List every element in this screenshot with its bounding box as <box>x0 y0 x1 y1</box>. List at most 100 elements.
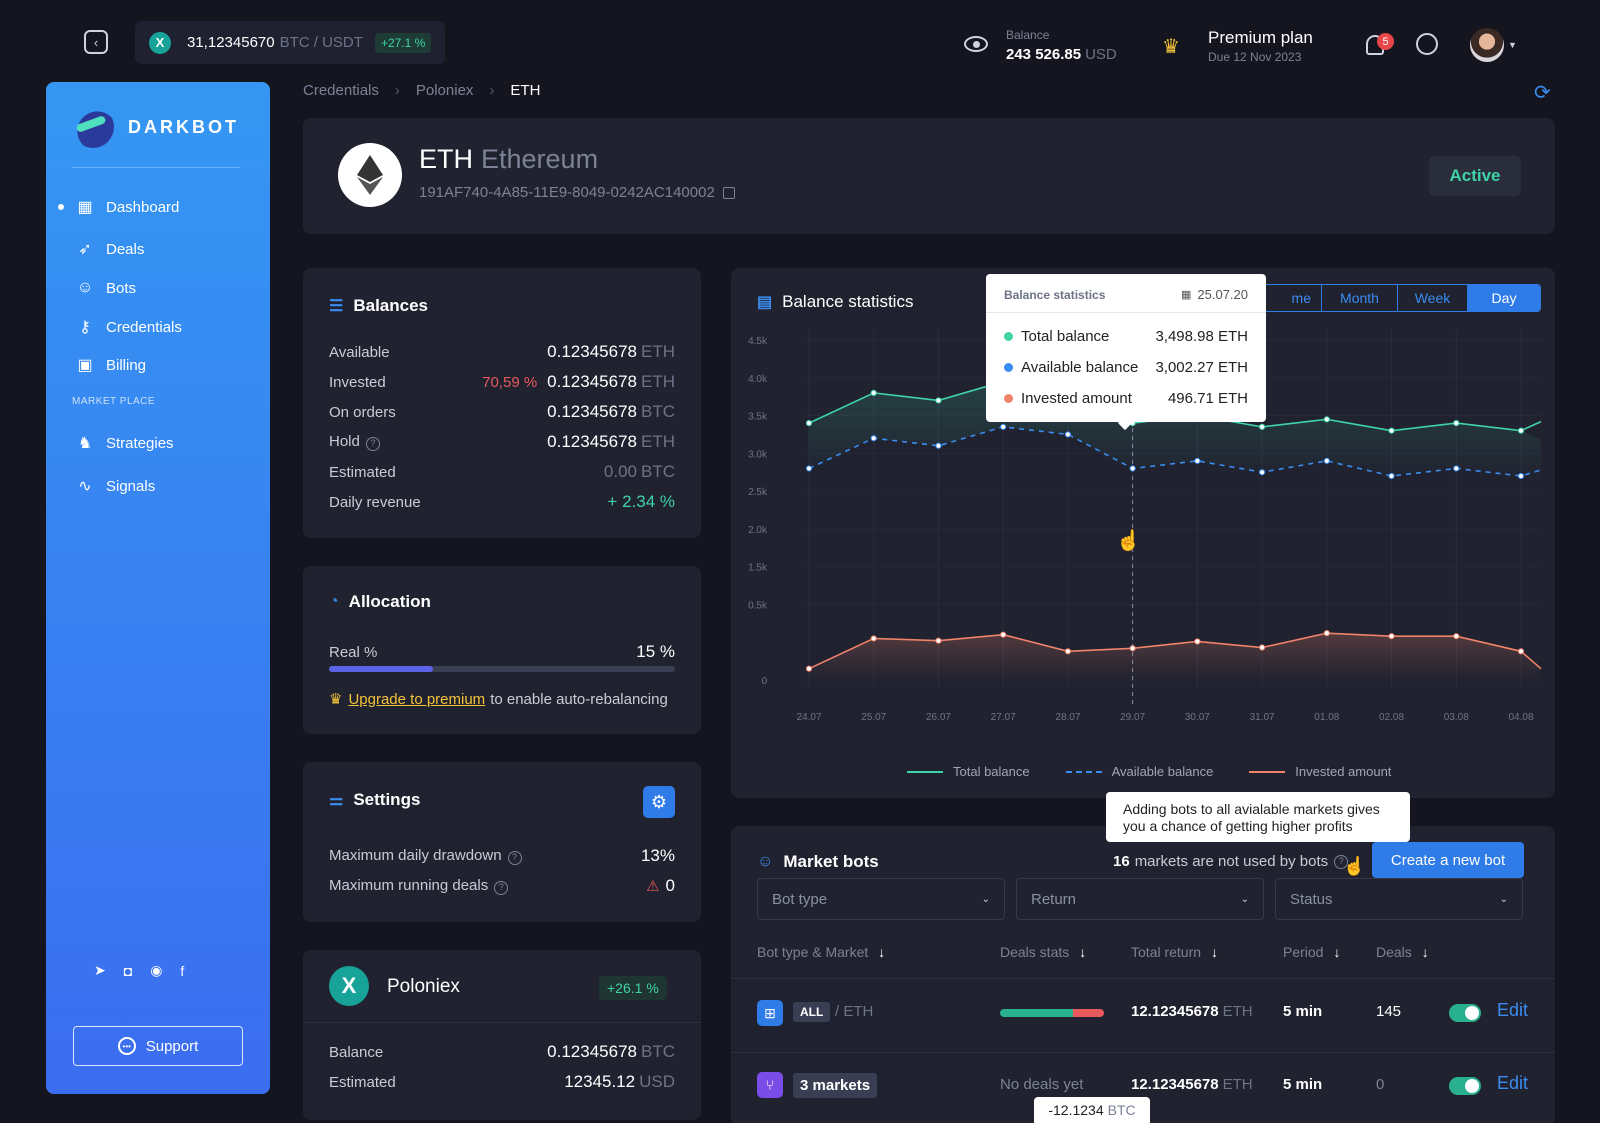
bot-toggle[interactable] <box>1449 1077 1481 1095</box>
create-bot-button[interactable]: Create a new bot <box>1372 842 1524 878</box>
rocket-planet-icon <box>72 106 114 148</box>
help-icon[interactable]: ? <box>494 881 509 895</box>
upgrade-text: to enable auto-rebalancing <box>490 690 668 708</box>
key-icon: ⚷ <box>79 319 91 336</box>
column-header-period[interactable]: Period ↓ <box>1283 944 1340 960</box>
coin-id-row: 191AF740-4A85-11E9-8049-0242AC140002 <box>419 184 735 201</box>
sidebar-item-bots[interactable]: ☺ Bots <box>74 277 136 299</box>
avatar[interactable] <box>1470 28 1504 62</box>
exchange-card: X Poloniex +26.1 % Balance 0.12345678 BTC… <box>303 950 701 1120</box>
tooltip-label: Total balance <box>1021 328 1110 345</box>
return-unit: ETH <box>1222 1003 1253 1020</box>
copy-icon[interactable] <box>722 186 735 199</box>
settings-gear-button[interactable]: ⚙ <box>643 786 675 818</box>
ticker-pair: BTC / USDT <box>279 34 363 51</box>
data-point <box>1388 472 1395 480</box>
sidebar-item-label: Bots <box>106 279 137 297</box>
search-icon[interactable] <box>1416 33 1438 55</box>
sidebar-item-deals[interactable]: ➶ Deals <box>74 238 144 260</box>
eye-icon[interactable] <box>964 36 988 52</box>
help-icon[interactable]: ? <box>1334 854 1349 869</box>
sidebar-item-strategies[interactable]: ♞ Strategies <box>74 432 174 454</box>
table-row[interactable]: ⑂ 3 markets No deals yet 12.12345678 ETH… <box>731 1062 1555 1108</box>
avatar-chevron-down-icon[interactable]: ▼ <box>1508 40 1517 50</box>
tab-day[interactable]: Day <box>1468 285 1540 311</box>
data-point <box>1517 648 1525 655</box>
balance-statistics-card: ▤ Balance statistics me Month Week Day 4.… <box>731 268 1555 798</box>
column-label: Period <box>1283 944 1324 960</box>
github-icon[interactable]: ◉ <box>150 962 163 978</box>
y-tick-label: 1.5k <box>748 563 768 574</box>
brand-logo[interactable]: DARKBOT <box>72 106 239 148</box>
sidebar-item-billing[interactable]: ▣ Billing <box>74 354 146 376</box>
sidebar-item-credentials[interactable]: ⚷ Credentials <box>74 316 182 338</box>
ticker-amount: 31,12345670 <box>187 34 275 51</box>
legend-dot <box>1004 363 1013 372</box>
x-tick-label: 30.07 <box>1185 712 1210 723</box>
row-label: Maximum daily drawdown <box>329 847 502 864</box>
chart-icon: ▤ <box>757 294 773 311</box>
sidebar-item-dashboard[interactable]: ▦ Dashboard <box>74 196 179 218</box>
help-icon[interactable]: ? <box>507 851 522 865</box>
grid-icon: ▦ <box>77 199 93 216</box>
column-header-bot-type[interactable]: Bot type & Market ↓ <box>757 944 885 960</box>
sort-arrow-icon: ↓ <box>1079 944 1087 960</box>
data-point <box>1194 638 1201 645</box>
bot-toggle[interactable] <box>1449 1004 1481 1022</box>
help-icon[interactable]: ? <box>365 437 380 451</box>
legend-item[interactable]: Invested amount <box>1249 764 1391 779</box>
data-point <box>1388 633 1395 640</box>
edit-link[interactable]: Edit <box>1497 1073 1529 1093</box>
legend-item[interactable]: Available balance <box>1065 764 1214 779</box>
ticker-widget[interactable]: X 31,12345670 BTC / USDT +27.1 % <box>135 21 445 64</box>
data-point <box>935 442 942 449</box>
row-value: 0.12345678 <box>547 342 637 361</box>
status-badge[interactable]: Active <box>1429 156 1521 196</box>
return-filter[interactable]: Return ⌄ <box>1016 878 1264 920</box>
row-unit: ETH <box>641 372 675 391</box>
collapse-sidebar-button[interactable]: ‹ <box>84 30 108 54</box>
table-row[interactable]: ⊞ ALL / ETH 12.12345678 ETH 5 min 145 Ed… <box>731 990 1555 1036</box>
tab-month[interactable]: Month <box>1322 285 1398 311</box>
plan-name[interactable]: Premium plan <box>1208 28 1313 47</box>
x-tick-label: 31.07 <box>1250 712 1275 723</box>
x-tick-label: 01.08 <box>1314 712 1339 723</box>
legend-label: Available balance <box>1111 764 1214 779</box>
facebook-icon[interactable]: f <box>180 962 185 979</box>
edit-link[interactable]: Edit <box>1497 1000 1529 1020</box>
card-title: ⚌ Settings <box>329 790 420 810</box>
balance-row-on-orders: On orders 0.12345678 BTC <box>329 402 675 422</box>
sidebar-item-signals[interactable]: ∿ Signals <box>74 475 155 497</box>
legend-swatch <box>907 770 943 773</box>
sidebar: DARKBOT ▦ Dashboard ➶ Deals ☺ Bots ⚷ Credent… <box>46 82 270 1094</box>
status-filter[interactable]: Status ⌄ <box>1275 878 1523 920</box>
data-point <box>935 637 942 644</box>
row-label: Estimated <box>329 463 396 481</box>
tab-time[interactable]: me <box>1256 285 1322 311</box>
tooltip-value: 3,498.98 ETH <box>1155 328 1248 345</box>
chevron-right-icon: › <box>394 82 400 99</box>
column-header-deals[interactable]: Deals ↓ <box>1376 944 1429 960</box>
column-header-total-return[interactable]: Total return ↓ <box>1131 944 1218 960</box>
data-point <box>1517 472 1525 480</box>
support-button[interactable]: ••• Support <box>73 1026 243 1066</box>
database-icon: ☰ <box>329 298 344 315</box>
instagram-icon[interactable]: ◘ <box>123 962 133 979</box>
unused-text: markets are not used by bots <box>1134 853 1329 870</box>
active-indicator-dot <box>58 204 64 210</box>
tab-week[interactable]: Week <box>1398 285 1468 311</box>
allocation-card: ◔ Allocation Real % 15 % ♛ Upgrade to pre… <box>303 566 701 734</box>
balance-row-daily-revenue: Daily revenue + 2.34 % <box>329 492 675 512</box>
y-tick-label: 0.5k <box>748 600 768 611</box>
column-header-deals-stats[interactable]: Deals stats ↓ <box>1000 944 1086 960</box>
telegram-icon[interactable]: ➤ <box>94 962 106 978</box>
row-value: 13% <box>640 846 675 865</box>
breadcrumb-item[interactable]: Credentials <box>303 82 379 99</box>
bot-type-filter[interactable]: Bot type ⌄ <box>757 878 1005 920</box>
warning-icon: ⚠ <box>646 878 660 895</box>
breadcrumb-item[interactable]: Poloniex <box>415 82 474 99</box>
legend-item[interactable]: Total balance <box>907 764 1030 779</box>
refresh-icon[interactable]: ⟳ <box>1534 82 1551 104</box>
upgrade-link[interactable]: Upgrade to premium <box>348 690 486 708</box>
legend-dot <box>1004 394 1013 403</box>
